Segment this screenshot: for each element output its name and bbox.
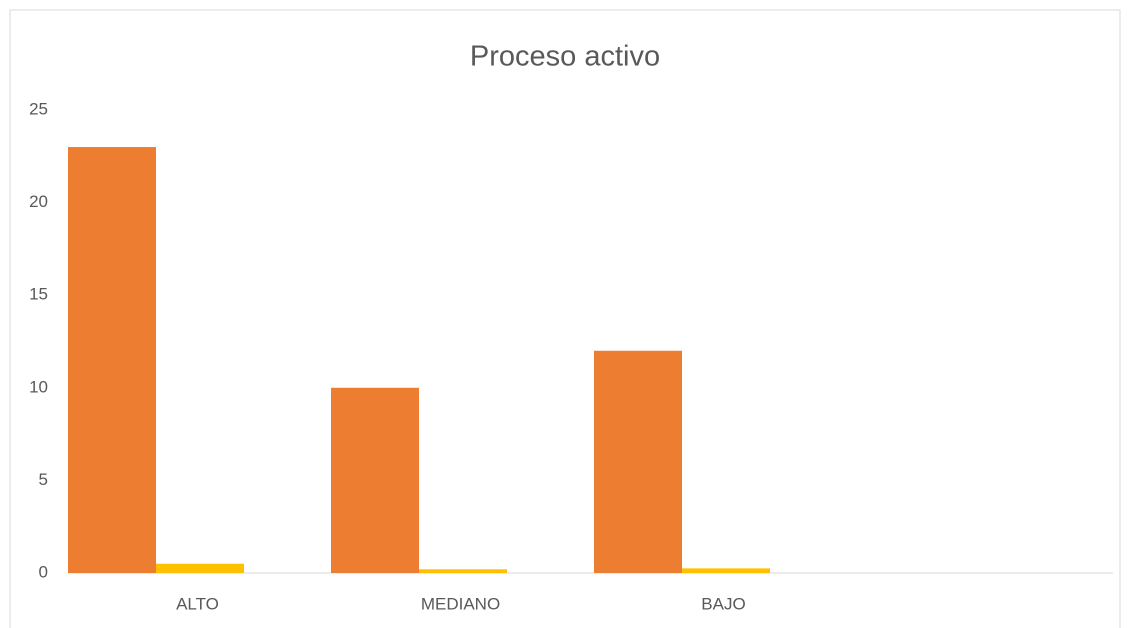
bar: [68, 147, 156, 574]
bar: [331, 387, 419, 573]
bar: [156, 563, 244, 573]
chart-frame: [9, 9, 1121, 628]
x-tick-label: ALTO: [176, 594, 219, 613]
y-tick-label: 0: [39, 562, 48, 581]
bar: [682, 568, 770, 573]
y-tick-label: 15: [29, 285, 48, 304]
y-tick-label: 5: [39, 470, 48, 489]
chart-title: Proceso activo: [470, 41, 660, 73]
y-tick-label: 10: [29, 377, 48, 396]
bar: [419, 569, 507, 573]
bar: [594, 350, 682, 573]
x-tick-label: BAJO: [701, 594, 745, 613]
y-tick-label: 20: [29, 192, 48, 211]
y-tick-label: 25: [29, 99, 48, 118]
x-tick-label: MEDIANO: [421, 594, 500, 613]
